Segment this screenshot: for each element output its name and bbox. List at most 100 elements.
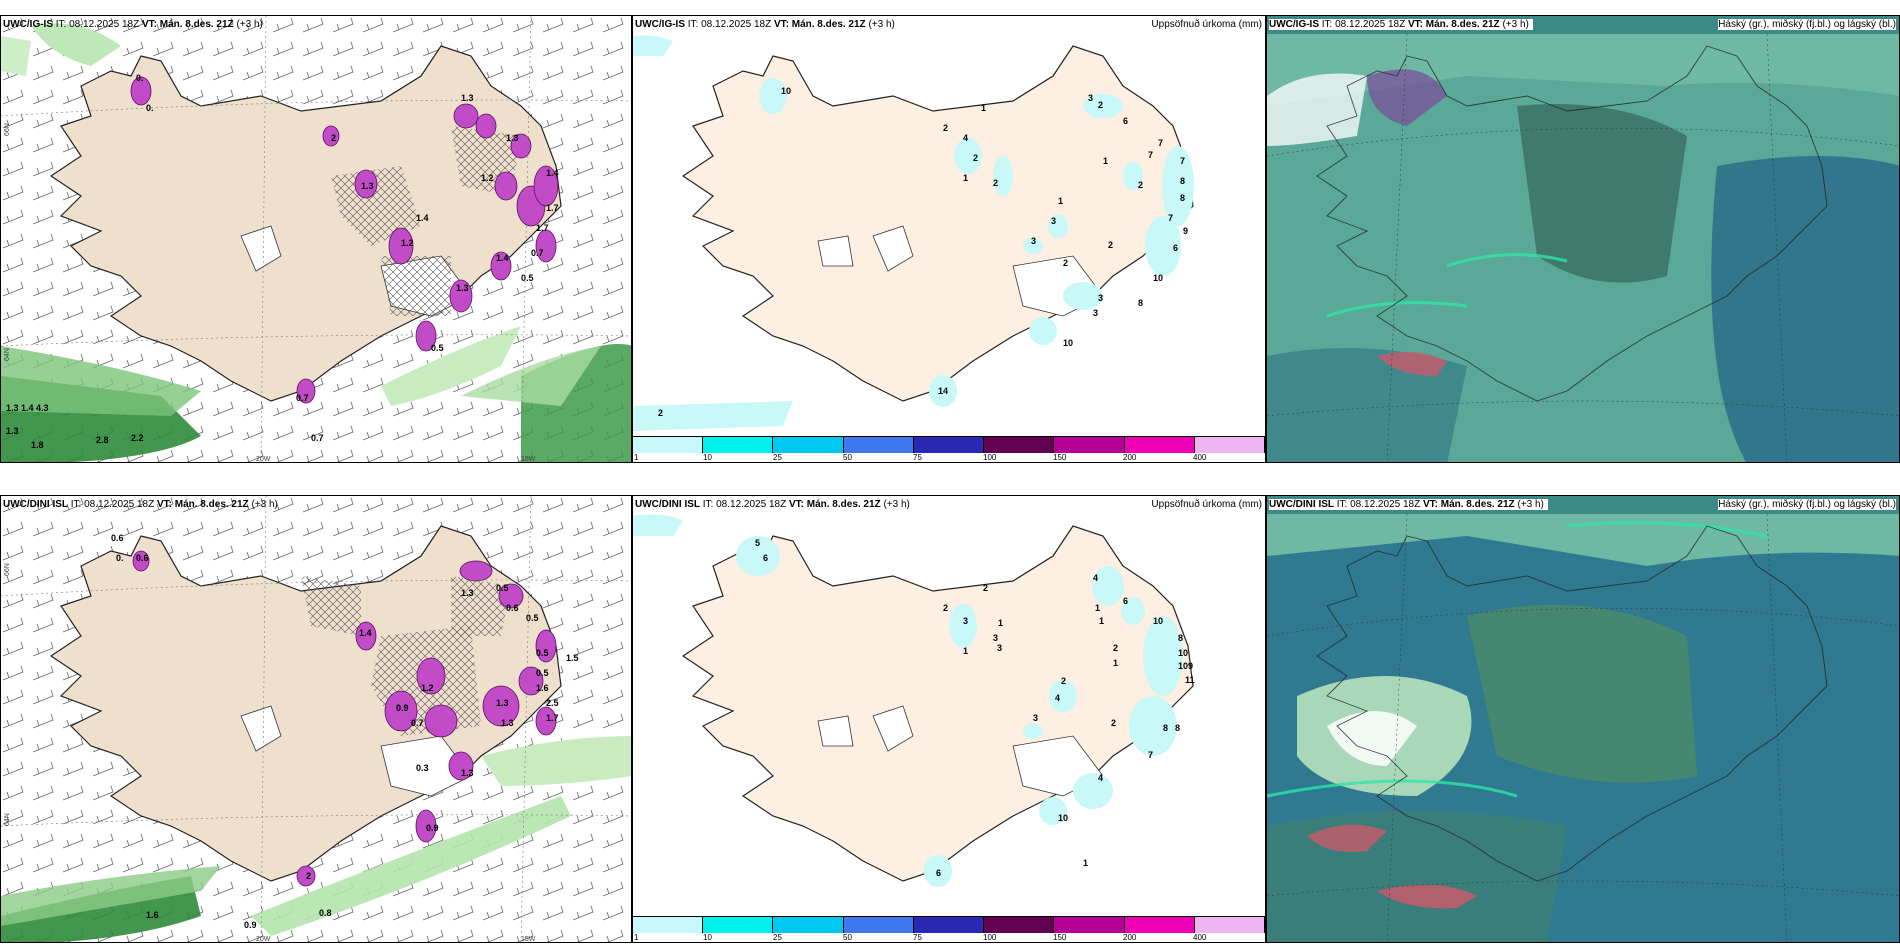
- value-label: 3: [1033, 713, 1038, 723]
- legend-label: 10: [703, 453, 712, 462]
- value-label: 1.7: [546, 713, 559, 723]
- rain-areas: [1, 23, 631, 462]
- value-label: 1.3: [461, 768, 474, 778]
- value-label: 1.3: [461, 93, 474, 103]
- legend-swatch: [633, 917, 704, 933]
- legend-swatch: [773, 437, 844, 453]
- value-label: 6: [763, 553, 768, 563]
- value-label: 0.9: [244, 920, 257, 930]
- value-label: 2.8: [96, 435, 109, 445]
- value-label: 10: [1153, 273, 1163, 283]
- legend-swatch: [1054, 437, 1125, 453]
- precip-map: 10 2 4 2 1 2 1 3 2 6 1 7 7 2 7 8 8 7 9 6…: [633, 35, 1194, 431]
- legend-swatch: [703, 917, 774, 933]
- value-labels: 10 2 4 2 1 2 1 3 2 6 1 7 7 2 7 8 8 7 9 6…: [658, 86, 1188, 418]
- value-label: 2: [983, 583, 988, 593]
- lat-label-64: 64N: [4, 813, 11, 826]
- value-label: 0.7: [311, 433, 324, 443]
- value-label: 3: [1088, 93, 1093, 103]
- value-label: 6: [1123, 596, 1128, 606]
- value-label: 4: [1098, 773, 1103, 783]
- legend-label: 400: [1193, 933, 1207, 942]
- wind-map: 66N 64N 20W 15W 0. 0. 1.3 1.3 1.4 1.2 2 …: [1, 16, 631, 463]
- value-label: 1.2: [481, 173, 494, 183]
- value-label: 7: [1148, 750, 1153, 760]
- value-label: 2: [1111, 718, 1116, 728]
- value-label: 8: [1163, 723, 1168, 733]
- value-label: 1.3: [461, 588, 474, 598]
- value-label: 5: [755, 538, 760, 548]
- value-labels: 0.6 0. 0.6 0.5 0.6 1.3 0.5 1.4 1.2 0.9 0…: [111, 533, 579, 930]
- value-label: 0.: [146, 103, 154, 113]
- value-label: 2: [1098, 100, 1103, 110]
- value-label: 1.4: [416, 213, 429, 223]
- snow-cells: [130, 76, 559, 404]
- snow-hatch: [301, 576, 361, 636]
- legend-swatch: [703, 437, 774, 453]
- value-label: 10: [781, 86, 791, 96]
- legend-swatch: [984, 437, 1055, 453]
- legend-label: 50: [843, 933, 852, 942]
- value-label: 2.2: [131, 433, 144, 443]
- value-label: 8: [1178, 633, 1183, 643]
- iceland-outline: [681, 45, 1194, 402]
- value-label: 3: [997, 643, 1002, 653]
- value-label: 2: [306, 871, 311, 881]
- value-label: 1: [1095, 603, 1100, 613]
- lat-label-66: 66N: [4, 563, 11, 576]
- value-label: 4: [1093, 573, 1098, 583]
- lat-label-66: 66N: [4, 123, 11, 136]
- panel-dini-wind: UWC/DINI ISL IT: 08.12.2025 18Z VT: Mán.…: [0, 495, 632, 943]
- value-label: 2: [943, 123, 948, 133]
- legend-swatch: [984, 917, 1055, 933]
- value-label: 6: [936, 868, 941, 878]
- value-label: 2: [993, 178, 998, 188]
- value-label: 0.7: [411, 718, 424, 728]
- value-label: 1: [963, 646, 968, 656]
- value-label: 1: [1113, 658, 1118, 668]
- value-label: 1.3: [456, 283, 469, 293]
- value-label: 1.3 1.4 4.3: [6, 403, 49, 413]
- legend-swatch: [843, 917, 914, 933]
- legend-swatch: [843, 437, 914, 453]
- panel-dini-cloud: UWC/DINI ISL IT: 08.12.2025 18Z VT: Mán.…: [1266, 495, 1900, 943]
- value-label: 2: [973, 153, 978, 163]
- value-label: 1.2: [421, 683, 434, 693]
- panel-ig-wind: UWC/IG-IS IT: 08.12.2025 18Z VT: Mán. 8.…: [0, 15, 632, 463]
- value-label: 3: [1098, 293, 1103, 303]
- lon-label-15w: 15W: [521, 456, 536, 463]
- value-label: 1.3: [506, 133, 519, 143]
- value-label: 1: [998, 618, 1003, 628]
- legend-label: 150: [1053, 453, 1067, 462]
- value-label: 0.5: [536, 648, 549, 658]
- rain-areas: [1, 736, 631, 942]
- value-label: 0.: [136, 73, 144, 83]
- wind-map: 66N 64N 20W 15W 0.6 0. 0.6 0.5 0.6 1.3 0…: [1, 496, 631, 943]
- value-label: 1.5: [566, 653, 579, 663]
- panel-ig-precip: UWC/IG-IS IT: 08.12.2025 18Z VT: Mán. 8.…: [632, 15, 1266, 463]
- legend-label: 25: [773, 453, 782, 462]
- legend-label: 50: [843, 453, 852, 462]
- value-label: 1.6: [536, 683, 549, 693]
- legend-swatch: [1194, 437, 1265, 453]
- value-label: 1: [1099, 616, 1104, 626]
- panel-right-title: Háský (gr.), miðský (fj.bl.) og lágský (…: [1718, 19, 1896, 30]
- value-label: 1.4: [546, 168, 559, 178]
- value-label: 11: [1185, 675, 1195, 685]
- value-label: 0.8: [319, 908, 332, 918]
- value-label: 1.4: [496, 253, 509, 263]
- value-label: 8: [1180, 193, 1185, 203]
- iceland-outline: [49, 45, 562, 402]
- lon-label-15w: 15W: [521, 936, 536, 943]
- value-label: 1.8: [31, 440, 44, 450]
- precip-legend: 1 10 25 50 75 100 150 200 400: [633, 916, 1265, 942]
- cloud-map: [1267, 33, 1899, 462]
- value-label: 7: [1180, 156, 1185, 166]
- value-label: 1: [1083, 858, 1088, 868]
- value-label: 1.3: [361, 181, 374, 191]
- value-label: 10: [1153, 616, 1163, 626]
- value-label: 2: [658, 408, 663, 418]
- lon-label-20w: 20W: [256, 456, 271, 463]
- legend-swatch: [773, 917, 844, 933]
- value-label: 7: [1168, 213, 1173, 223]
